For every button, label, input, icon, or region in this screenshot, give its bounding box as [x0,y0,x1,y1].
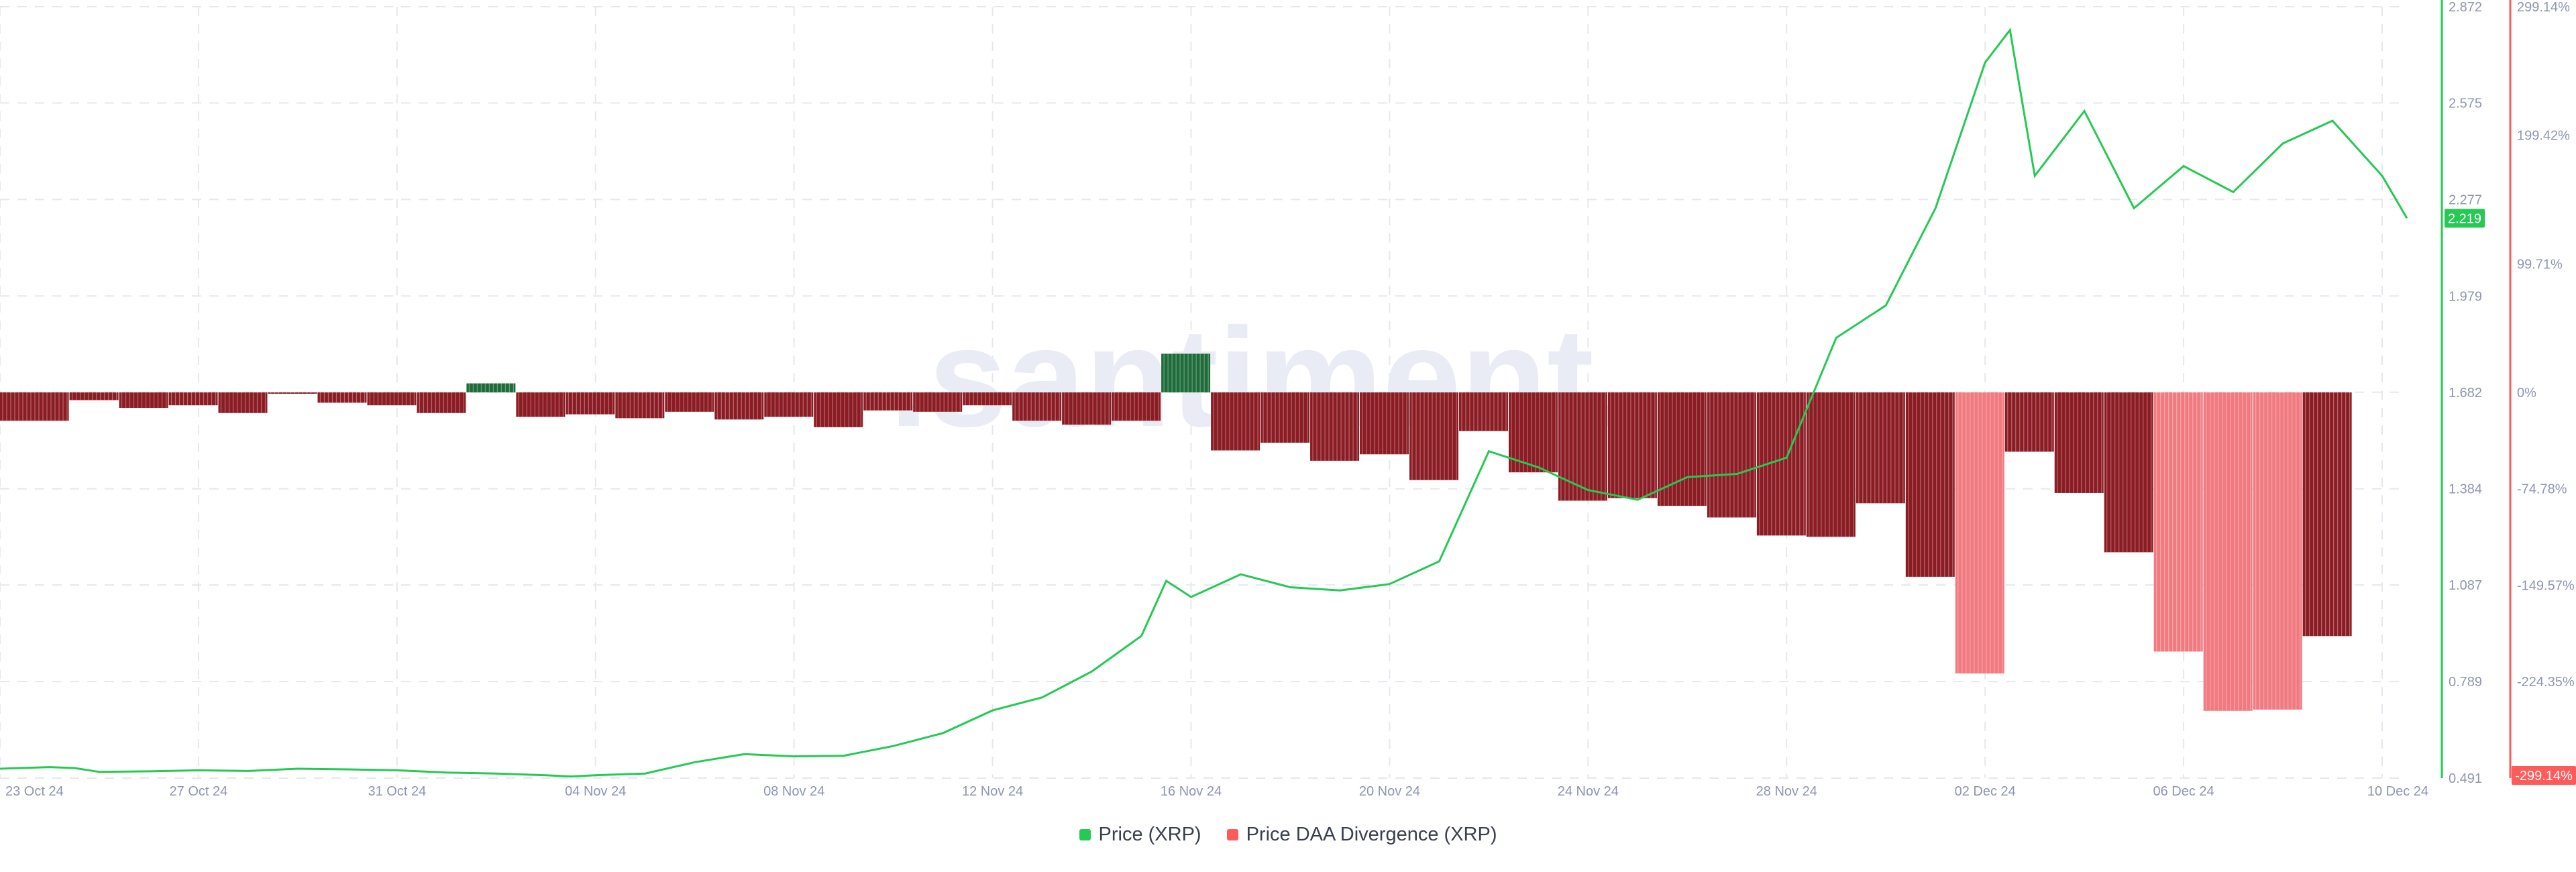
divergence-bar [1558,392,1607,501]
x-tick-label: 20 Nov 24 [1359,784,1420,799]
divergence-bar [863,392,913,411]
divergence-current-value: -299.14% [2515,769,2573,783]
divergence-bar [168,392,218,406]
price-tick-label: 1.682 [2449,386,2482,400]
divergence-tick-label: -149.57% [2517,579,2575,594]
price-tick-label: 1.087 [2449,578,2482,593]
price-tick-label: 1.979 [2449,289,2482,304]
divergence-bar [615,392,665,419]
legend-price-label: Price (XRP) [1098,824,1201,845]
price-tick-label: 2.575 [2449,96,2482,111]
divergence-bar [1161,353,1211,392]
x-tick-label: 06 Dec 24 [2153,784,2214,799]
x-tick-label: 10 Dec 24 [2367,784,2428,799]
x-tick-label: 31 Oct 24 [368,784,426,799]
divergence-bar [665,392,714,412]
divergence-tick-label: -224.35% [2517,675,2575,690]
divergence-bar [2302,392,2352,637]
axes [2440,0,2512,778]
price-current-value: 2.219 [2448,211,2481,226]
legend: Price (XRP) Price DAA Divergence (XRP) [0,824,2576,846]
divergence-tick-label: 299.14% [2517,0,2570,15]
price-current-badge [2445,209,2485,228]
x-tick-label: 28 Nov 24 [1756,784,1817,799]
divergence-bar [814,392,863,427]
divergence-bar [2104,392,2153,553]
value-badges: 2.219 -299.14% [2445,209,2576,785]
divergence-bar [1062,392,1112,425]
divergence-bar [268,392,317,394]
divergence-bar [1260,392,1310,443]
divergence-bars [0,353,2352,711]
price-tick-label: 0.491 [2449,771,2482,786]
divergence-bar [913,392,963,412]
divergence-bar [963,392,1012,406]
divergence-tick-label: -74.78% [2517,482,2567,497]
divergence-bar [1707,392,1756,518]
price-tick-label: 0.789 [2449,675,2482,690]
x-axis-ticks: 23 Oct 24 27 Oct 24 31 Oct 24 04 Nov 24 08 N… [5,784,2428,799]
divergence-bar [2153,392,2203,652]
x-tick-label: 12 Nov 24 [962,784,1023,799]
x-tick-label: 04 Nov 24 [565,784,626,799]
divergence-bar [69,392,119,400]
divergence-bar [218,392,268,413]
divergence-bar [2004,392,2054,452]
price-line [0,28,2408,778]
divergence-tick-label: 0% [2517,386,2536,400]
price-tick-label: 1.384 [2449,482,2482,497]
divergence-current-badge [2512,766,2576,785]
divergence-bar [1905,392,1955,577]
x-tick-label: 16 Nov 24 [1161,784,1222,799]
divergence-bar [1508,392,1558,473]
divergence-bar [566,392,615,415]
left-axis-ticks: 0.491 0.789 1.087 1.384 1.682 1.979 2.277 2.575… [2449,0,2482,786]
divergence-bar [1112,392,1161,421]
divergence-bar [516,392,566,417]
divergence-bar [1806,392,1856,537]
divergence-bar [2203,392,2253,711]
legend-item-price[interactable]: Price (XRP) [1079,824,1201,846]
x-tick-label: 23 Oct 24 [5,784,64,799]
divergence-bar [1856,392,1905,504]
x-tick-label: 27 Oct 24 [170,784,228,799]
x-tick-label: 24 Nov 24 [1558,784,1619,799]
divergence-bar [0,392,69,421]
divergence-bar [1607,392,1657,498]
divergence-bar [1955,392,2004,674]
divergence-bar [714,392,764,420]
divergence-bar [2253,392,2302,710]
divergence-bar [417,392,466,413]
price-tick-label: 2.872 [2449,0,2482,15]
divergence-tick-label: 199.42% [2517,129,2570,144]
divergence-swatch [1226,829,1238,840]
divergence-bar [367,392,417,406]
divergence-bar [1409,392,1458,480]
right-axis-ticks: 299.14% 199.42% 99.71% 0% -74.78% -149.57% -22… [2517,0,2575,690]
legend-divergence-label: Price DAA Divergence (XRP) [1246,824,1497,845]
divergence-bar [1360,392,1409,455]
x-tick-label: 08 Nov 24 [763,784,824,799]
divergence-bar [1012,392,1062,421]
divergence-bar [1310,392,1360,461]
divergence-bar [1458,392,1508,431]
price-swatch [1079,829,1091,840]
divergence-bar [317,392,367,403]
divergence-bar [466,383,516,392]
divergence-bar [119,392,168,408]
x-tick-label: 02 Dec 24 [1955,784,2016,799]
divergence-bar [1211,392,1260,451]
legend-item-divergence[interactable]: Price DAA Divergence (XRP) [1226,824,1497,846]
price-tick-label: 2.277 [2449,193,2482,207]
divergence-bar [1657,392,1707,506]
divergence-bar [764,392,814,417]
divergence-bar [2054,392,2104,493]
divergence-tick-label: 99.71% [2517,257,2563,272]
